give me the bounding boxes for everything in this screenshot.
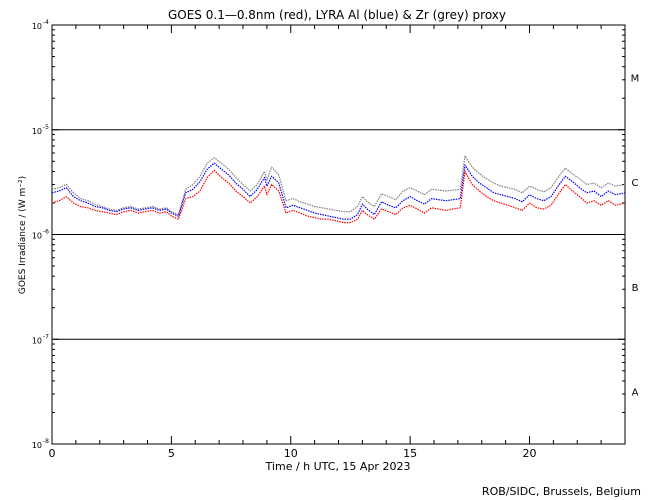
y-tick-exponent: -6: [43, 229, 49, 236]
chart-title: GOES 0.1—0.8nm (red), LYRA Al (blue) & Z…: [168, 8, 506, 22]
y-tick-exponent: -7: [43, 333, 49, 340]
y-tick-label: 10: [32, 441, 42, 450]
threshold-lines: [52, 129, 625, 340]
credit-text: ROB/SIDC, Brussels, Belgium: [482, 485, 641, 498]
flare-class-C: C: [632, 178, 639, 189]
x-tick-label: 0: [49, 447, 56, 460]
x-tick-label: 5: [168, 447, 175, 460]
series-line: [51, 155, 626, 216]
flare-class-labels: A B C M: [631, 73, 640, 398]
x-tick-label: 15: [403, 447, 417, 460]
x-tick-label: 10: [284, 447, 298, 460]
y-tick-label: 10: [32, 232, 42, 241]
y-tick-label: 10: [32, 336, 42, 345]
x-tick-label: 20: [523, 447, 537, 460]
series-0000ff: [51, 162, 626, 220]
y-tick-label: 10: [32, 22, 42, 31]
y-axis-label: GOES Irradiance / (W m⁻²): [18, 176, 28, 294]
series-line: [51, 162, 626, 220]
series-808080: [51, 155, 626, 216]
x-axis-label: Time / h UTC, 15 Apr 2023: [265, 460, 411, 473]
series-line: [51, 169, 626, 224]
flare-class-M: M: [631, 73, 640, 84]
x-axis-ticks: 0 5 10 15 20: [49, 25, 626, 460]
data-series: [51, 155, 626, 224]
y-tick-exponent: -8: [43, 438, 49, 445]
series-ff0000: [51, 169, 626, 224]
flare-class-B: B: [632, 283, 639, 294]
y-tick-exponent: -4: [43, 19, 49, 26]
y-tick-exponent: -5: [43, 124, 49, 131]
y-tick-label: 10: [32, 127, 42, 136]
flare-class-A: A: [632, 388, 639, 399]
